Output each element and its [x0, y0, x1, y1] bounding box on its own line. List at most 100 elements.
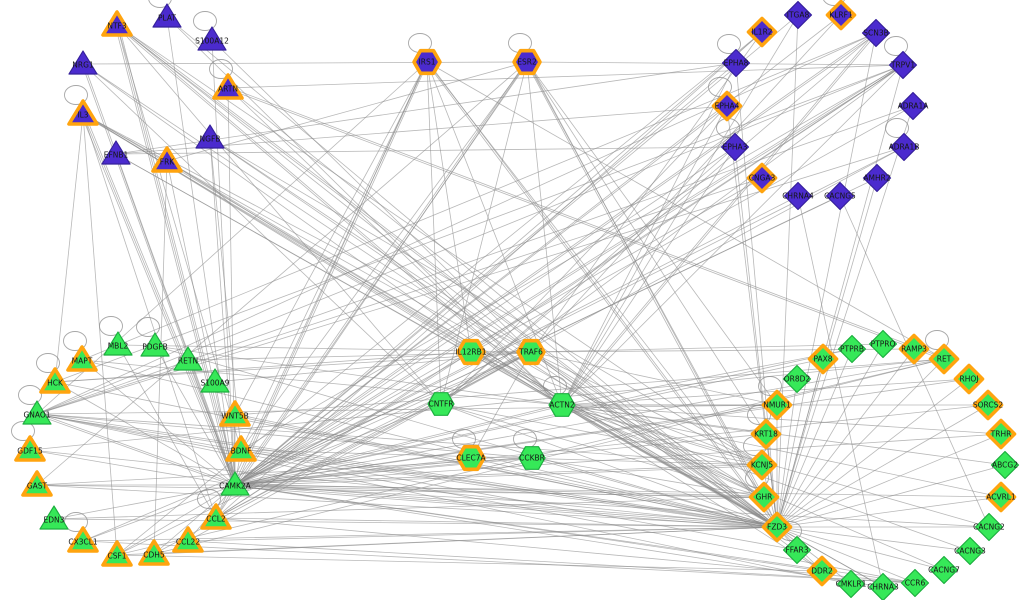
edge-NGFB-FZD3[interactable]	[209, 137, 778, 528]
self-loop-edge-IL3[interactable]	[64, 85, 88, 105]
self-loop-edge-ADRA1B[interactable]	[885, 118, 909, 138]
self-loop-edge-MAPT[interactable]	[63, 331, 87, 351]
node-HCK[interactable]	[39, 367, 71, 394]
node-ADRA1B[interactable]	[889, 132, 919, 162]
self-loop-edge-GNAO1[interactable]	[18, 385, 42, 405]
edge-CSF1-TRAF6[interactable]	[116, 351, 532, 556]
node-S100A12[interactable]	[197, 26, 227, 51]
node-S100A9[interactable]	[200, 368, 230, 393]
edge-CCL22-FZD3[interactable]	[187, 526, 778, 542]
node-CSF1[interactable]	[101, 540, 133, 567]
node-CAMK2A[interactable]	[220, 471, 250, 496]
edge-EPHA3-CAMK2A[interactable]	[234, 146, 736, 486]
edge-HCK-TRAF6[interactable]	[54, 351, 532, 383]
node-RET[interactable]	[928, 343, 960, 375]
edge-ESR2-CAMK2A[interactable]	[233, 61, 527, 485]
self-loop-edge-RET[interactable]	[925, 330, 949, 350]
edge-TRPV1-IL12RB1[interactable]	[470, 64, 904, 353]
edge-CAMK2A-CDH5[interactable]	[153, 484, 236, 555]
edge-CCL2-FZD3[interactable]	[215, 517, 778, 528]
edge-ESR2-GAST[interactable]	[36, 61, 528, 486]
edge-FRK-ESR2[interactable]	[166, 61, 528, 162]
node-NMUR1[interactable]	[761, 389, 793, 421]
edge-PDGFB-CAMK2A[interactable]	[154, 345, 236, 486]
edge-TRAF6-FZD3[interactable]	[531, 350, 778, 527]
edge-IL1R2-TRAF6[interactable]	[530, 31, 763, 353]
self-loop-edge-HCK[interactable]	[36, 353, 60, 373]
node-MAPT[interactable]	[66, 345, 98, 372]
node-CACNG3[interactable]	[955, 536, 985, 566]
self-loop-edge-EPHA4[interactable]	[708, 77, 732, 97]
edge-GNAO1-CCKBR[interactable]	[36, 413, 533, 459]
edge-CAMK2A-GHR[interactable]	[234, 485, 764, 499]
edge-CX3CL1-CCR6[interactable]	[82, 540, 916, 584]
edge-BDNF-FZD3[interactable]	[241, 448, 778, 527]
edge-ITGA8-FZD3[interactable]	[776, 14, 799, 528]
edge-FZD3-ABCG2[interactable]	[776, 464, 1006, 528]
edge-CNTFR-GHR[interactable]	[440, 403, 765, 498]
edge-IL3-FZD3[interactable]	[83, 112, 778, 527]
edge-GDF15-CAMK2A[interactable]	[29, 449, 236, 486]
node-EPHA3[interactable]	[720, 132, 750, 162]
edge-FZD3-RHOJ[interactable]	[776, 378, 970, 528]
edge-ADRA1A-CAMK2A[interactable]	[234, 105, 914, 486]
self-loop-edge-CCKBR[interactable]	[513, 429, 537, 449]
edge-NTF3-FZD3[interactable]	[116, 25, 777, 529]
self-loop-edge-MBL2[interactable]	[99, 316, 123, 336]
edge-NRG1-CNTFR[interactable]	[82, 63, 442, 405]
edge-ACTN2-FZD3[interactable]	[562, 403, 778, 527]
edge-EPHA4-ACTN2[interactable]	[561, 105, 728, 406]
edge-GDF15-FZD3[interactable]	[29, 449, 778, 528]
node-CLEC7A[interactable]	[456, 444, 486, 472]
edge-NTF3-CNTFR[interactable]	[116, 24, 442, 405]
node-CCR6[interactable]	[900, 568, 930, 598]
edge-FZD3-ACVRL1[interactable]	[776, 496, 1002, 528]
node-EPHA8[interactable]	[721, 48, 751, 78]
edge-EPHA8-CAMK2A[interactable]	[234, 62, 737, 486]
edge-EFNB1-EPHA8[interactable]	[115, 62, 737, 155]
edge-NGFB-CAMK2A[interactable]	[209, 137, 236, 486]
edge-CSF1-DDR2[interactable]	[116, 554, 823, 572]
self-loop-edge-EPHA8[interactable]	[717, 34, 741, 54]
edge-CAMK2A-KRT18[interactable]	[234, 433, 767, 486]
edge-FZD3-CACNG3[interactable]	[776, 526, 971, 552]
edge-TRPV1-CAMK2A[interactable]	[234, 63, 903, 485]
edge-SCN3B-ACTN2[interactable]	[561, 32, 876, 405]
edge-CAMK2A-RHOJ[interactable]	[234, 378, 970, 486]
node-CHRNA3[interactable]	[868, 572, 898, 600]
edge-FZD3-PTPRB[interactable]	[776, 348, 853, 528]
edge-TRAF6-KCNJ5[interactable]	[530, 351, 763, 466]
node-NGFB[interactable]	[195, 124, 225, 149]
edge-ARTN-FZD3[interactable]	[227, 87, 778, 528]
edge-ITGA8-ACTN2[interactable]	[561, 14, 799, 406]
node-PTPRB[interactable]	[837, 334, 867, 364]
edge-CDH5-RET[interactable]	[153, 358, 945, 555]
edge-CAMK2A-SORCS2[interactable]	[234, 404, 989, 486]
self-loop-edge-PLAT[interactable]	[148, 0, 172, 8]
edge-IRS1-CCL2[interactable]	[215, 61, 428, 519]
node-OR8D2[interactable]	[782, 364, 812, 394]
node-CHRNA4[interactable]	[783, 181, 813, 211]
edge-TRAF6-NMUR1[interactable]	[530, 351, 778, 406]
node-EDN3[interactable]	[39, 505, 69, 530]
node-RAMP3[interactable]	[898, 333, 930, 365]
node-TRHR[interactable]	[985, 418, 1017, 450]
edge-GNAO1-KCNJ5[interactable]	[36, 413, 763, 466]
node-ACTN2[interactable]	[548, 393, 576, 417]
node-RETN[interactable]	[173, 346, 203, 371]
edge-PLAT-CAMK2A[interactable]	[166, 16, 236, 486]
edge-IL3-CAMK2A[interactable]	[80, 114, 234, 486]
node-CNGA3[interactable]	[746, 162, 778, 194]
node-CACNG5[interactable]	[825, 181, 855, 211]
edge-TRAF6-GHR[interactable]	[530, 351, 765, 498]
edge-ITGA8-CAMK2A[interactable]	[234, 14, 799, 486]
edge-TRPV1-CAMK2A[interactable]	[235, 65, 904, 487]
edge-CNTFR-KCNJ5[interactable]	[440, 403, 763, 466]
node-ACVRL1[interactable]	[985, 481, 1017, 513]
edge-EPHA8-ACTN2[interactable]	[561, 62, 737, 406]
edge-CCL2-IL12RB1[interactable]	[215, 351, 472, 519]
edge-WNT5B-FZD3[interactable]	[234, 415, 777, 529]
node-AMHR2[interactable]	[862, 163, 892, 193]
edge-ACTN2-ACVRL1[interactable]	[561, 404, 1002, 498]
edge-NTF3-TRAF6[interactable]	[116, 24, 532, 353]
